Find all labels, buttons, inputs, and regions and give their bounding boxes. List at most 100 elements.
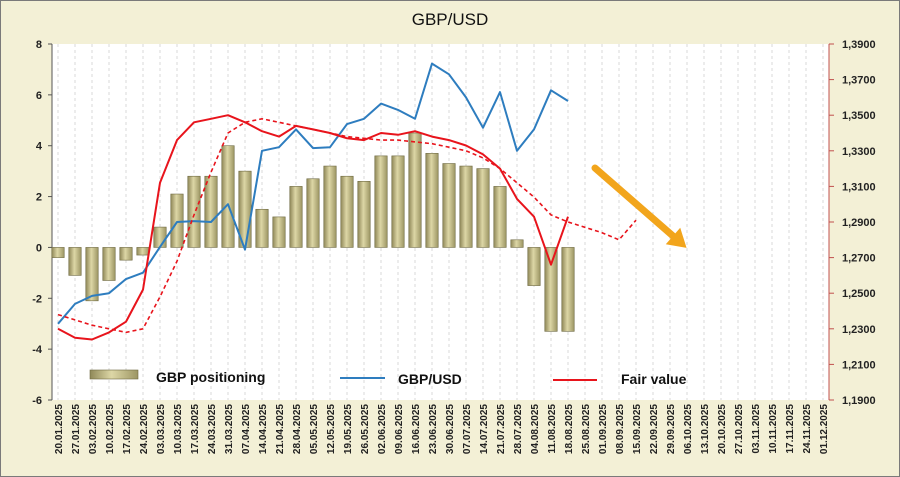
- grid: [57, 44, 824, 400]
- bar: [493, 186, 507, 248]
- x-tick-label: 05.05.2025: [309, 404, 320, 454]
- right-tick-label: 1,2300: [842, 324, 876, 336]
- bar: [119, 247, 133, 261]
- bar: [425, 153, 439, 248]
- x-tick-label: 11.08.2025: [547, 404, 558, 454]
- series-fair-value: [57, 114, 569, 341]
- left-tick-label: -6: [32, 395, 42, 407]
- x-tick-label: 26.05.2025: [360, 404, 371, 454]
- x-tick-label: 02.06.2025: [377, 404, 388, 454]
- bar: [153, 226, 167, 248]
- left-tick-label: -4: [32, 344, 43, 356]
- x-tick-label: 08.09.2025: [615, 404, 626, 454]
- bar: [85, 247, 99, 302]
- x-tick-label: 01.09.2025: [598, 404, 609, 454]
- x-tick-label: 14.07.2025: [479, 404, 490, 454]
- x-tick-label: 17.11.2025: [785, 404, 796, 454]
- x-tick-label: 24.02.2025: [139, 404, 150, 454]
- bar: [306, 178, 320, 248]
- series-gbp-usd: [57, 62, 569, 325]
- bar: [136, 247, 150, 256]
- bar: [459, 165, 473, 248]
- x-tick-label: 27.01.2025: [71, 404, 82, 454]
- legend-swatch-bar: [89, 369, 139, 380]
- x-tick-label: 31.03.2025: [224, 404, 235, 454]
- bar: [323, 165, 337, 248]
- bar: [527, 247, 541, 286]
- x-tick-label: 24.03.2025: [207, 404, 218, 454]
- x-tick-label: 23.06.2025: [428, 404, 439, 454]
- right-axis: 1,1900 1,2100 1,2300 1,2500 1,2700 1,2900 1,31…: [828, 39, 876, 407]
- right-tick-label: 1,2700: [842, 253, 876, 265]
- x-tick-label: 29.09.2025: [666, 404, 677, 454]
- trend-arrow: [591, 164, 687, 248]
- x-tick-label: 03.03.2025: [156, 404, 167, 454]
- x-tick-label: 30.06.2025: [445, 404, 456, 454]
- bar: [357, 181, 371, 248]
- x-tick-label: 21.04.2025: [275, 404, 286, 454]
- bar: [544, 247, 558, 332]
- bar: [289, 186, 303, 248]
- x-tick-label: 24.11.2025: [802, 404, 813, 454]
- x-tick-label: 10.03.2025: [173, 404, 184, 454]
- x-tick-label: 07.04.2025: [241, 404, 252, 454]
- bar: [187, 175, 201, 248]
- x-tick-label: 01.12.2025: [819, 404, 830, 454]
- x-tick-label: 13.10.2025: [700, 404, 711, 454]
- left-tick-label: 0: [36, 242, 42, 254]
- left-axis: -6 -4 -2 0 2 4 6 8: [32, 39, 53, 407]
- x-tick-label: 16.06.2025: [411, 404, 422, 454]
- right-tick-label: 1,1900: [842, 395, 876, 407]
- legend-label: GBP/USD: [398, 371, 462, 387]
- bar: [170, 193, 184, 248]
- x-tick-label: 14.04.2025: [258, 404, 269, 454]
- x-tick-label: 20.10.2025: [717, 404, 728, 454]
- x-tick-label: 06.10.2025: [683, 404, 694, 454]
- legend: GBP positioning GBP/USD Fair value: [89, 369, 687, 387]
- x-tick-label: 03.02.2025: [88, 404, 99, 454]
- bar: [68, 247, 82, 276]
- bar: [204, 175, 218, 248]
- x-tick-label: 03.11.2025: [751, 404, 762, 454]
- left-tick-label: -2: [32, 293, 42, 305]
- plot-area: [52, 44, 829, 400]
- x-tick-label: 15.09.2025: [632, 404, 643, 454]
- right-tick-label: 1,3900: [842, 39, 876, 51]
- bar: [476, 168, 490, 248]
- chart-title: GBP/USD: [412, 10, 489, 29]
- left-tick-label: 4: [36, 141, 43, 153]
- x-tick-label: 17.03.2025: [190, 404, 201, 454]
- x-tick-label: 21.07.2025: [496, 404, 507, 454]
- x-tick-label: 12.05.2025: [326, 404, 337, 454]
- bar: [272, 216, 286, 248]
- x-tick-label: 27.10.2025: [734, 404, 745, 454]
- right-tick-label: 1,2500: [842, 288, 876, 300]
- x-tick-label: 07.07.2025: [462, 404, 473, 454]
- x-tick-label: 04.08.2025: [530, 404, 541, 454]
- right-tick-label: 1,2900: [842, 217, 876, 229]
- bar: [561, 247, 575, 332]
- x-axis: 20.01.2025 27.01.2025 03.02.2025 10.02.2025…: [54, 404, 830, 454]
- right-tick-label: 1,3700: [842, 75, 876, 87]
- x-tick-label: 10.02.2025: [105, 404, 116, 454]
- x-tick-label: 22.09.2025: [649, 404, 660, 454]
- right-tick-label: 1,3300: [842, 146, 876, 158]
- bar: [374, 155, 388, 248]
- x-tick-label: 28.04.2025: [292, 404, 303, 454]
- bar: [255, 208, 269, 248]
- legend-label: Fair value: [621, 371, 687, 387]
- left-tick-label: 8: [36, 39, 42, 51]
- bar: [102, 247, 116, 281]
- bar: [391, 155, 405, 248]
- x-tick-label: 28.07.2025: [513, 404, 524, 454]
- bar: [340, 175, 354, 248]
- x-tick-label: 25.08.2025: [581, 404, 592, 454]
- right-tick-label: 1,3500: [842, 110, 876, 122]
- bar: [408, 132, 422, 248]
- x-tick-label: 10.11.2025: [768, 404, 779, 454]
- bar: [51, 247, 65, 258]
- bar: [221, 145, 235, 248]
- right-tick-label: 1,2100: [842, 359, 876, 371]
- right-tick-label: 1,3100: [842, 181, 876, 193]
